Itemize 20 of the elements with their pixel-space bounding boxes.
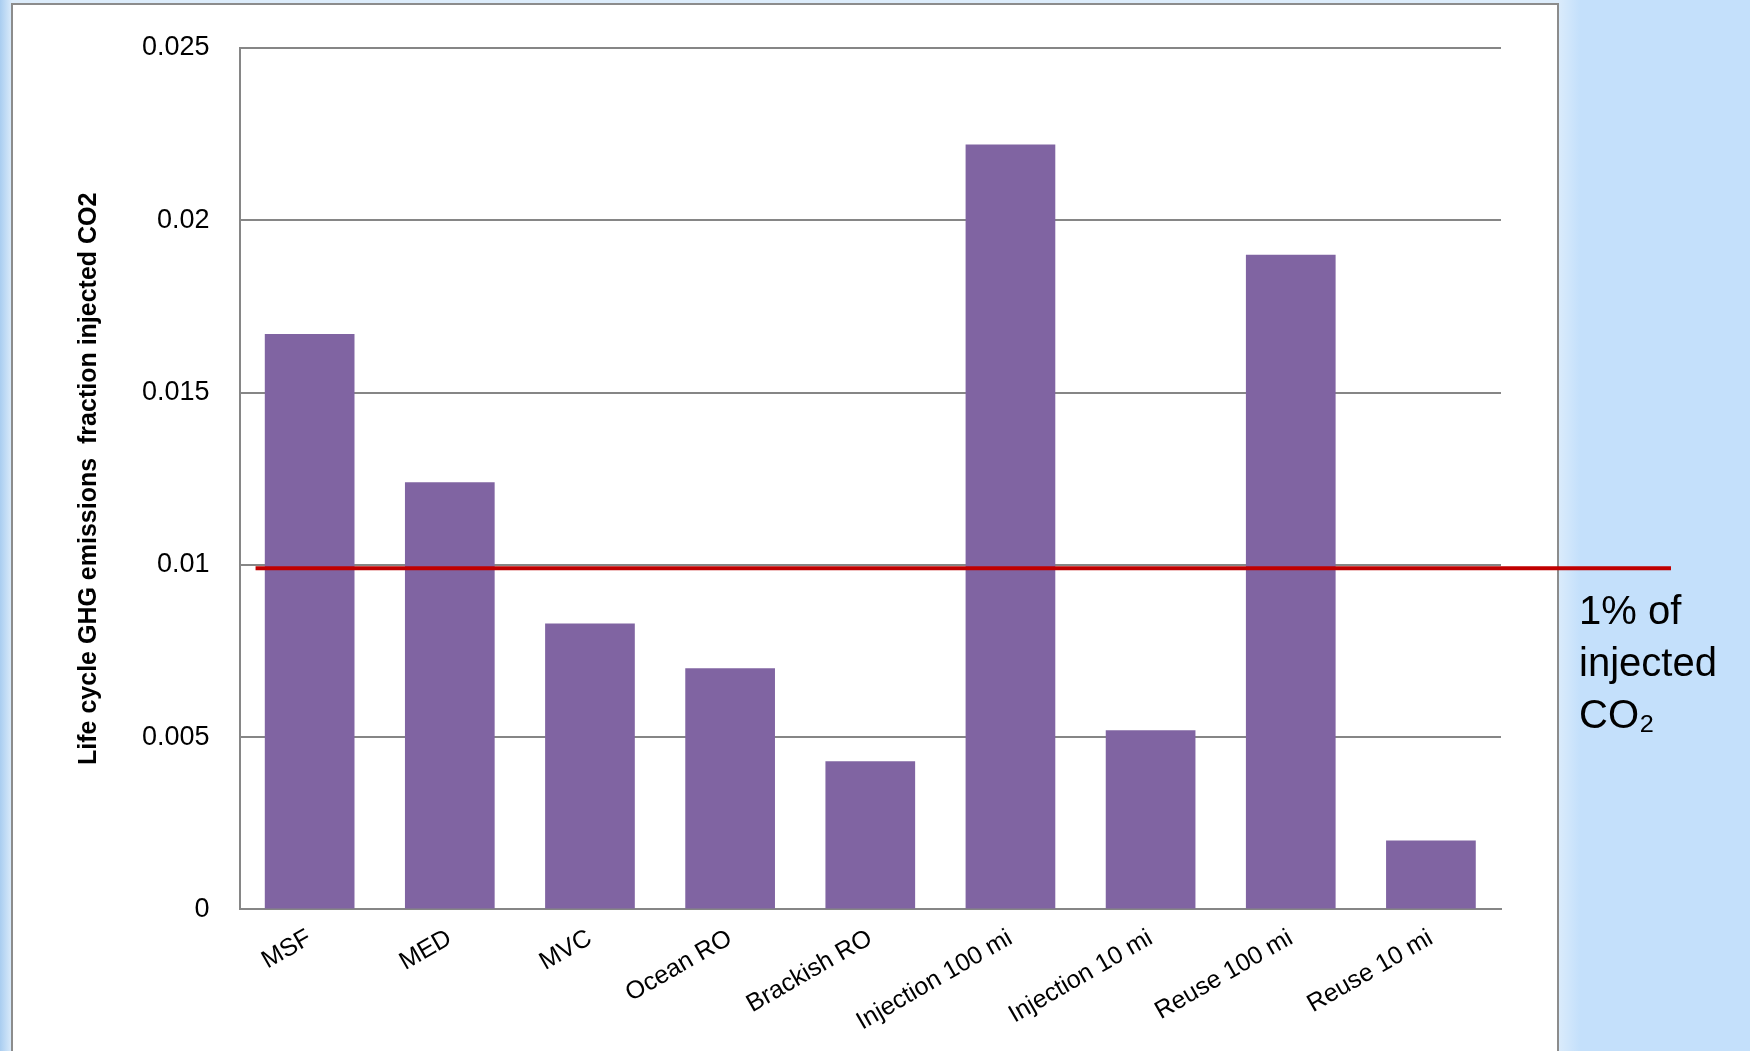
y-axis-title: Life cycle GHG emissions fraction injected CO2 (72, 192, 101, 765)
bar (545, 623, 635, 909)
ref-line-label: 1% of injected CO₂ (1579, 588, 1717, 737)
y-tick-label: 0.025 (141, 31, 210, 62)
x-tick-label: MVC (533, 922, 596, 975)
bar (1105, 730, 1196, 909)
y-tick-label: 0 (194, 892, 210, 923)
bar (685, 668, 775, 909)
bar (1386, 840, 1476, 909)
y-tick-label: 0.015 (141, 376, 210, 407)
bar (264, 334, 355, 909)
x-tick-label: MED (393, 922, 456, 975)
bar (965, 144, 1056, 909)
y-tick-label: 0.02 (157, 203, 210, 234)
bar (404, 482, 495, 909)
x-tick-label: MSF (255, 922, 316, 974)
y-tick-label: 0.005 (141, 720, 210, 751)
y-tick-label: 0.01 (157, 548, 210, 579)
bar (1245, 254, 1336, 909)
bar (825, 761, 916, 909)
